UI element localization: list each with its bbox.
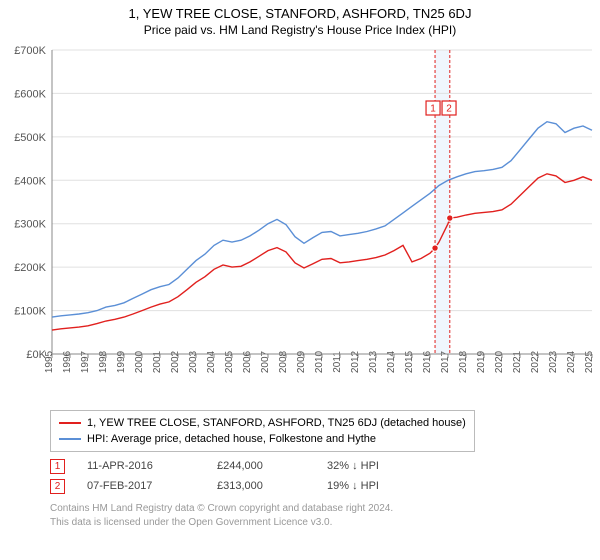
plot-area: £0K£100K£200K£300K£400K£500K£600K£700K19… [0, 44, 600, 394]
legend-swatch [59, 438, 81, 440]
marker-dot-1 [432, 245, 438, 251]
legend-swatch [59, 422, 81, 424]
highlight-band [435, 50, 450, 354]
footer-line1: Contains HM Land Registry data © Crown c… [50, 502, 393, 516]
chart-title: 1, YEW TREE CLOSE, STANFORD, ASHFORD, TN… [0, 0, 600, 21]
transaction-price: £244,000 [217, 460, 327, 472]
chart-container: 1, YEW TREE CLOSE, STANFORD, ASHFORD, TN… [0, 0, 600, 560]
marker-dot-2 [447, 215, 453, 221]
footer-line2: This data is licensed under the Open Gov… [50, 516, 393, 530]
transaction-diff: 19% ↓ HPI [327, 480, 447, 492]
transaction-badge: 1 [50, 459, 65, 474]
y-tick-label: £700K [14, 45, 46, 57]
plot-svg: £0K£100K£200K£300K£400K£500K£600K£700K19… [0, 44, 600, 394]
y-tick-label: £300K [14, 219, 46, 231]
legend: 1, YEW TREE CLOSE, STANFORD, ASHFORD, TN… [50, 410, 475, 452]
chart-subtitle: Price paid vs. HM Land Registry's House … [0, 21, 600, 41]
marker-badge-num-2: 2 [446, 104, 452, 115]
transaction-date: 07-FEB-2017 [87, 480, 217, 492]
transaction-row: 1 11-APR-2016£244,00032% ↓ HPI [50, 456, 447, 476]
series-subject [52, 174, 592, 330]
y-tick-label: £400K [14, 175, 46, 187]
series-hpi [52, 122, 592, 317]
transaction-badge: 2 [50, 479, 65, 494]
transaction-price: £313,000 [217, 480, 327, 492]
legend-label: 1, YEW TREE CLOSE, STANFORD, ASHFORD, TN… [87, 417, 466, 429]
transaction-table: 1 11-APR-2016£244,00032% ↓ HPI 2 07-FEB-201… [50, 456, 447, 496]
transaction-date: 11-APR-2016 [87, 460, 217, 472]
y-tick-label: £600K [14, 88, 46, 100]
y-tick-label: £100K [14, 306, 46, 318]
transaction-row: 2 07-FEB-2017£313,00019% ↓ HPI [50, 476, 447, 496]
y-tick-label: £200K [14, 262, 46, 274]
legend-row: 1, YEW TREE CLOSE, STANFORD, ASHFORD, TN… [59, 415, 466, 431]
transaction-diff: 32% ↓ HPI [327, 460, 447, 472]
legend-row: HPI: Average price, detached house, Folk… [59, 431, 466, 447]
legend-label: HPI: Average price, detached house, Folk… [87, 433, 376, 445]
y-tick-label: £500K [14, 132, 46, 144]
marker-badge-num-1: 1 [430, 104, 436, 115]
footer-attribution: Contains HM Land Registry data © Crown c… [50, 502, 393, 529]
